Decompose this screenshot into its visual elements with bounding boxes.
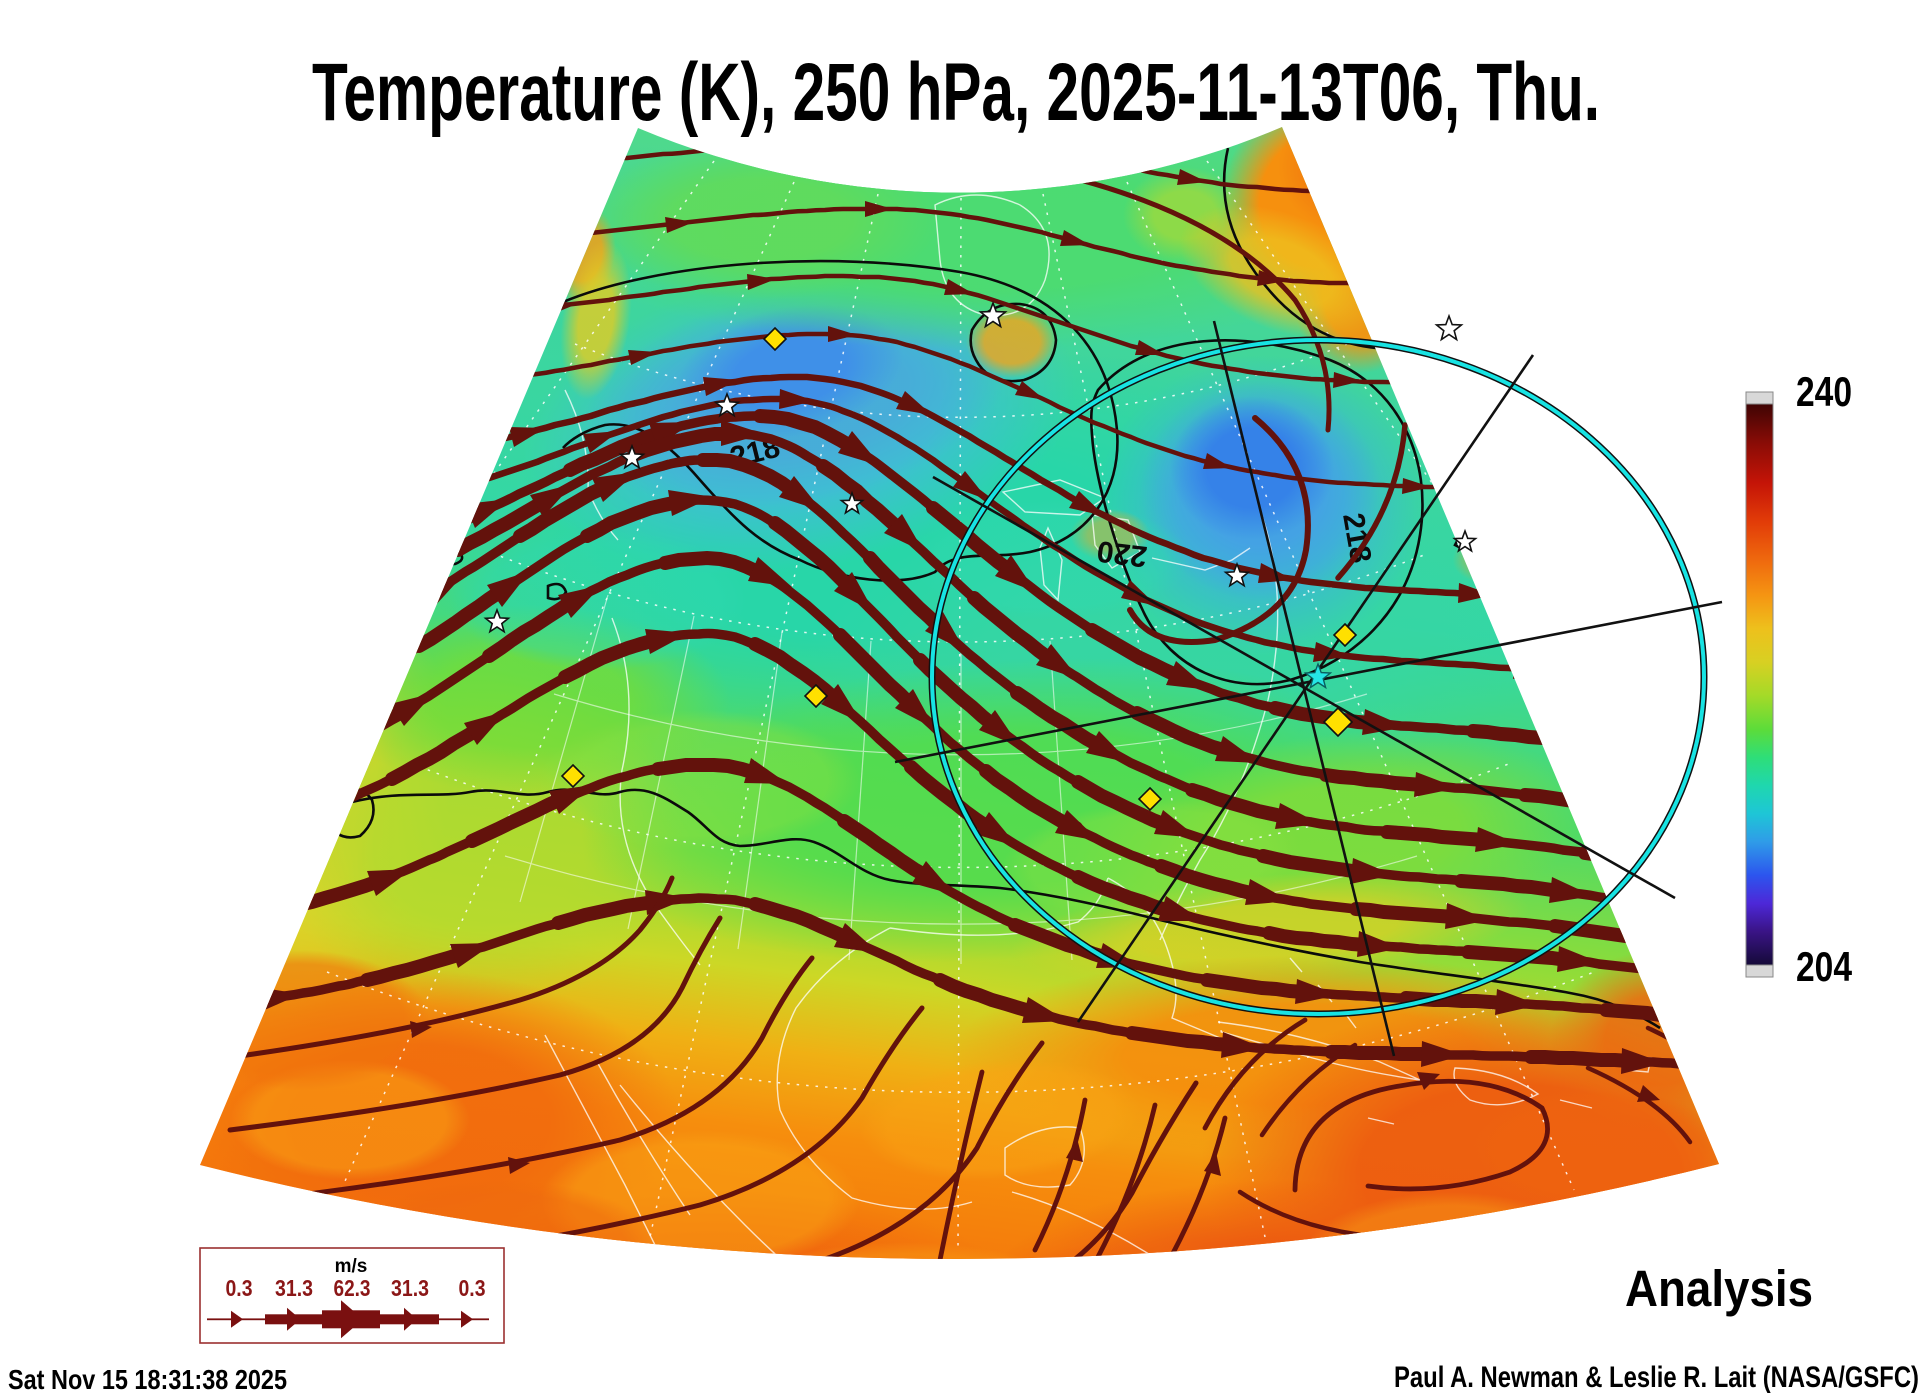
svg-text:Paul A. Newman & Leslie R. Lai: Paul A. Newman & Leslie R. Lait (NASA/GS… [1394,1361,1919,1394]
svg-text:31.3: 31.3 [275,1275,313,1301]
svg-text:Analysis: Analysis [1625,1260,1813,1317]
svg-text:0.3: 0.3 [459,1275,486,1301]
svg-text:m/s: m/s [335,1256,368,1277]
svg-text:31.3: 31.3 [391,1275,429,1301]
svg-text:62.3: 62.3 [334,1275,371,1301]
svg-text:0.3: 0.3 [226,1275,253,1301]
svg-text:240: 240 [1796,368,1852,415]
svg-text:Sat Nov 15 18:31:38 2025: Sat Nov 15 18:31:38 2025 [8,1364,287,1394]
svg-text:Temperature (K), 250 hPa, 2025: Temperature (K), 250 hPa, 2025-11-13T06,… [312,47,1600,138]
svg-text:220: 220 [1095,534,1149,573]
svg-text:204: 204 [1796,943,1853,990]
